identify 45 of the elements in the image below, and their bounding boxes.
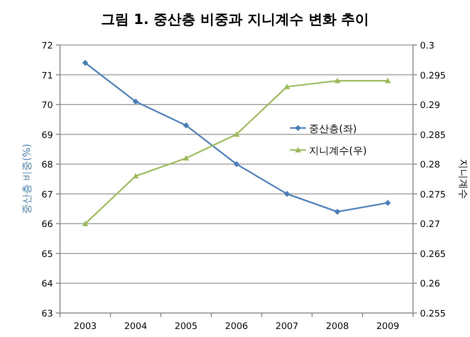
- y-tick-label: 71: [42, 71, 53, 82]
- point: [132, 173, 139, 178]
- y2-tick-label: 0.255: [420, 310, 446, 320]
- point: [234, 161, 240, 168]
- x-tick-label: 2008: [326, 322, 350, 332]
- y-tick-label: 72: [42, 42, 53, 52]
- y2-tick-label: 0.285: [420, 130, 446, 141]
- y2-tick-label: 0.29: [420, 101, 440, 112]
- point: [384, 200, 391, 206]
- y-tick-label: 63: [42, 310, 53, 320]
- y-tick-label: 67: [42, 190, 53, 200]
- y-axis-title: 중산층 비중(%): [22, 144, 33, 214]
- chart-title: 그림 1. 중산층 비중과 지니계수 변화 추이: [100, 12, 370, 28]
- x-tick-label: 2004: [124, 322, 148, 332]
- point: [183, 122, 190, 128]
- y-tick-label: 69: [42, 130, 54, 141]
- legend-label: 중산층(좌): [309, 124, 357, 135]
- point: [334, 78, 340, 84]
- x-tick-label: 2005: [174, 322, 198, 332]
- point: [183, 155, 190, 161]
- point: [82, 220, 88, 226]
- point: [132, 98, 139, 105]
- y2-tick-label: 0.3: [420, 42, 434, 52]
- y2-tick-label: 0.265: [420, 250, 446, 260]
- point: [384, 78, 391, 84]
- y2-tick-label: 0.27: [420, 220, 440, 230]
- y-tick-label: 70: [42, 101, 54, 112]
- x-tick-label: 2007: [275, 322, 298, 332]
- y2-tick-label: 0.26: [420, 280, 440, 290]
- y2-tick-label: 0.28: [420, 160, 440, 171]
- x-tick-label: 2006: [225, 322, 248, 332]
- y-tick-label: 65: [42, 250, 53, 260]
- y-tick-label: 66: [42, 220, 54, 230]
- y2-tick-label: 0.275: [420, 190, 446, 200]
- y2-tick-label: 0.295: [420, 71, 446, 82]
- y2-axis-title: 지니계수: [457, 159, 468, 199]
- point: [82, 60, 88, 66]
- y-tick-label: 68: [42, 160, 54, 171]
- legend-label: 지니계수(우): [309, 146, 367, 157]
- x-tick-label: 2009: [376, 322, 400, 332]
- y-tick-label: 64: [42, 280, 54, 290]
- point: [284, 84, 290, 90]
- point: [334, 208, 340, 215]
- point: [284, 190, 290, 197]
- x-tick-label: 2003: [74, 322, 97, 332]
